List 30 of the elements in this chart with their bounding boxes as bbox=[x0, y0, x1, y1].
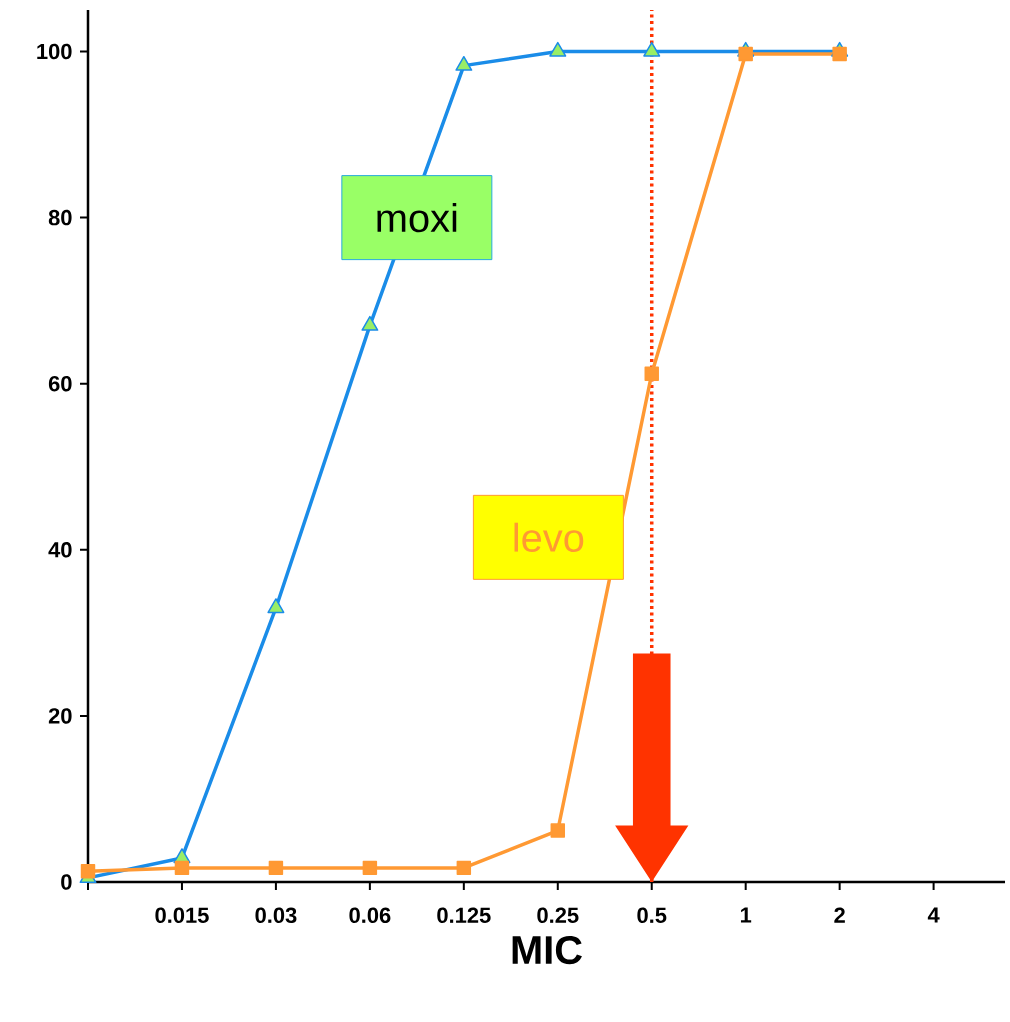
point bbox=[80, 863, 96, 879]
x-axis-title: MIC bbox=[512, 935, 582, 965]
point bbox=[174, 860, 190, 876]
x-tick-label: 2 bbox=[834, 907, 845, 923]
y-tick-label: 100 bbox=[37, 43, 72, 60]
x-tick-label: 4 bbox=[927, 907, 940, 923]
x-tick-label: 1 bbox=[740, 907, 752, 923]
point bbox=[268, 860, 284, 876]
point bbox=[549, 41, 567, 57]
x-tick-label: 0.06 bbox=[349, 907, 391, 924]
point bbox=[267, 598, 285, 614]
y-tick-label: 40 bbox=[48, 542, 72, 558]
point bbox=[362, 860, 378, 876]
x-tick-label: 0.25 bbox=[537, 907, 579, 924]
x-tick-label: 0.5 bbox=[637, 907, 667, 924]
series-label: levo bbox=[514, 522, 584, 552]
y-tick-label: 60 bbox=[48, 375, 72, 392]
x-tick-label: 0.125 bbox=[437, 907, 491, 924]
y-tick-label: 80 bbox=[48, 209, 72, 226]
point bbox=[643, 41, 661, 57]
x-tick-label: 0.03 bbox=[255, 907, 297, 924]
series-label: moxi bbox=[377, 202, 457, 233]
point bbox=[361, 315, 379, 331]
y-tick-label: 20 bbox=[48, 708, 72, 724]
point bbox=[456, 860, 472, 876]
point bbox=[550, 823, 566, 838]
point bbox=[455, 55, 473, 71]
point bbox=[644, 366, 659, 381]
x-tick-label: 0.015 bbox=[155, 907, 209, 924]
y-tick-label: 0 bbox=[61, 874, 72, 890]
